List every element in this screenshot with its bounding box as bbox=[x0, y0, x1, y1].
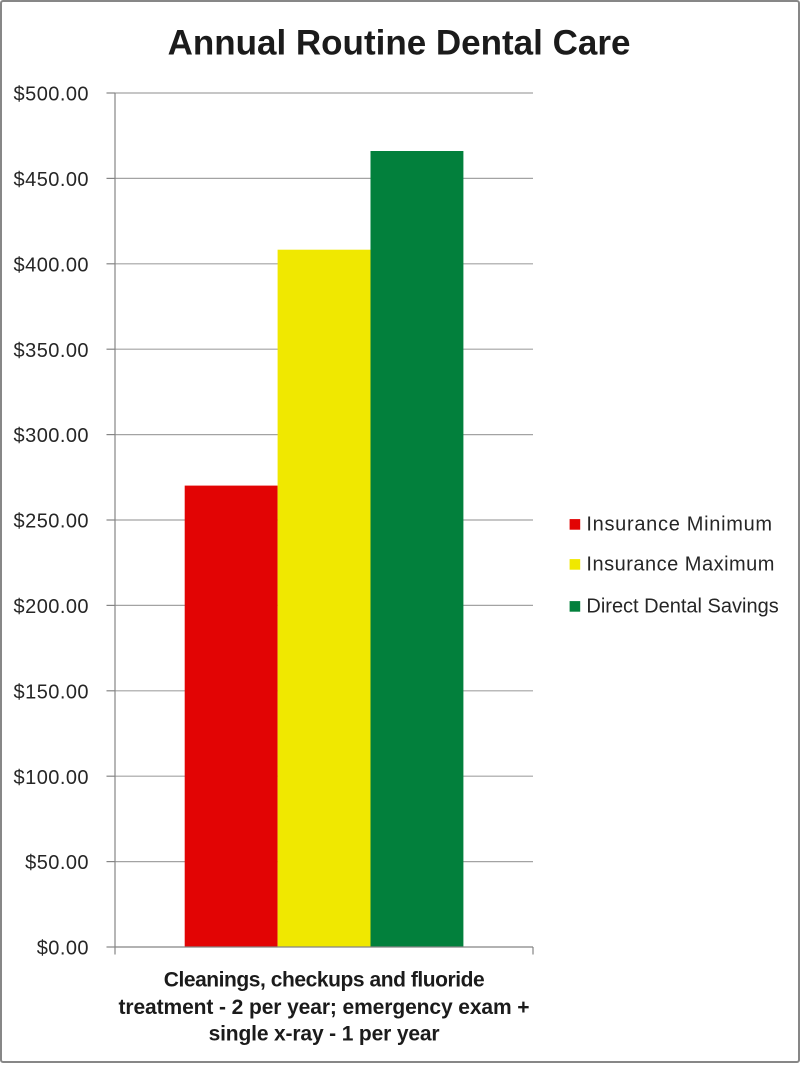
svg-text:$150.00: $150.00 bbox=[14, 681, 89, 703]
svg-text:$50.00: $50.00 bbox=[25, 852, 89, 874]
svg-text:$200.00: $200.00 bbox=[14, 596, 89, 618]
svg-text:Insurance Maximum: Insurance Maximum bbox=[586, 554, 775, 576]
svg-text:treatment - 2 per year; emerge: treatment - 2 per year; emergency exam + bbox=[119, 996, 530, 1019]
svg-text:$450.00: $450.00 bbox=[14, 169, 89, 191]
svg-text:Direct Dental Savings: Direct Dental Savings bbox=[586, 596, 778, 618]
svg-text:$300.00: $300.00 bbox=[14, 425, 89, 447]
svg-text:Insurance Minimum: Insurance Minimum bbox=[586, 514, 772, 536]
svg-text:$500.00: $500.00 bbox=[14, 84, 89, 106]
svg-text:$100.00: $100.00 bbox=[14, 767, 89, 789]
svg-text:$350.00: $350.00 bbox=[14, 340, 89, 362]
svg-text:single x-ray - 1 per year: single x-ray - 1 per year bbox=[209, 1023, 440, 1046]
svg-text:$0.00: $0.00 bbox=[37, 938, 89, 960]
svg-text:Annual Routine Dental Care: Annual Routine Dental Care bbox=[168, 23, 631, 62]
svg-text:Cleanings, checkups and fluori: Cleanings, checkups and fluoride bbox=[164, 969, 485, 992]
svg-text:$400.00: $400.00 bbox=[14, 254, 89, 276]
svg-text:$250.00: $250.00 bbox=[14, 511, 89, 533]
